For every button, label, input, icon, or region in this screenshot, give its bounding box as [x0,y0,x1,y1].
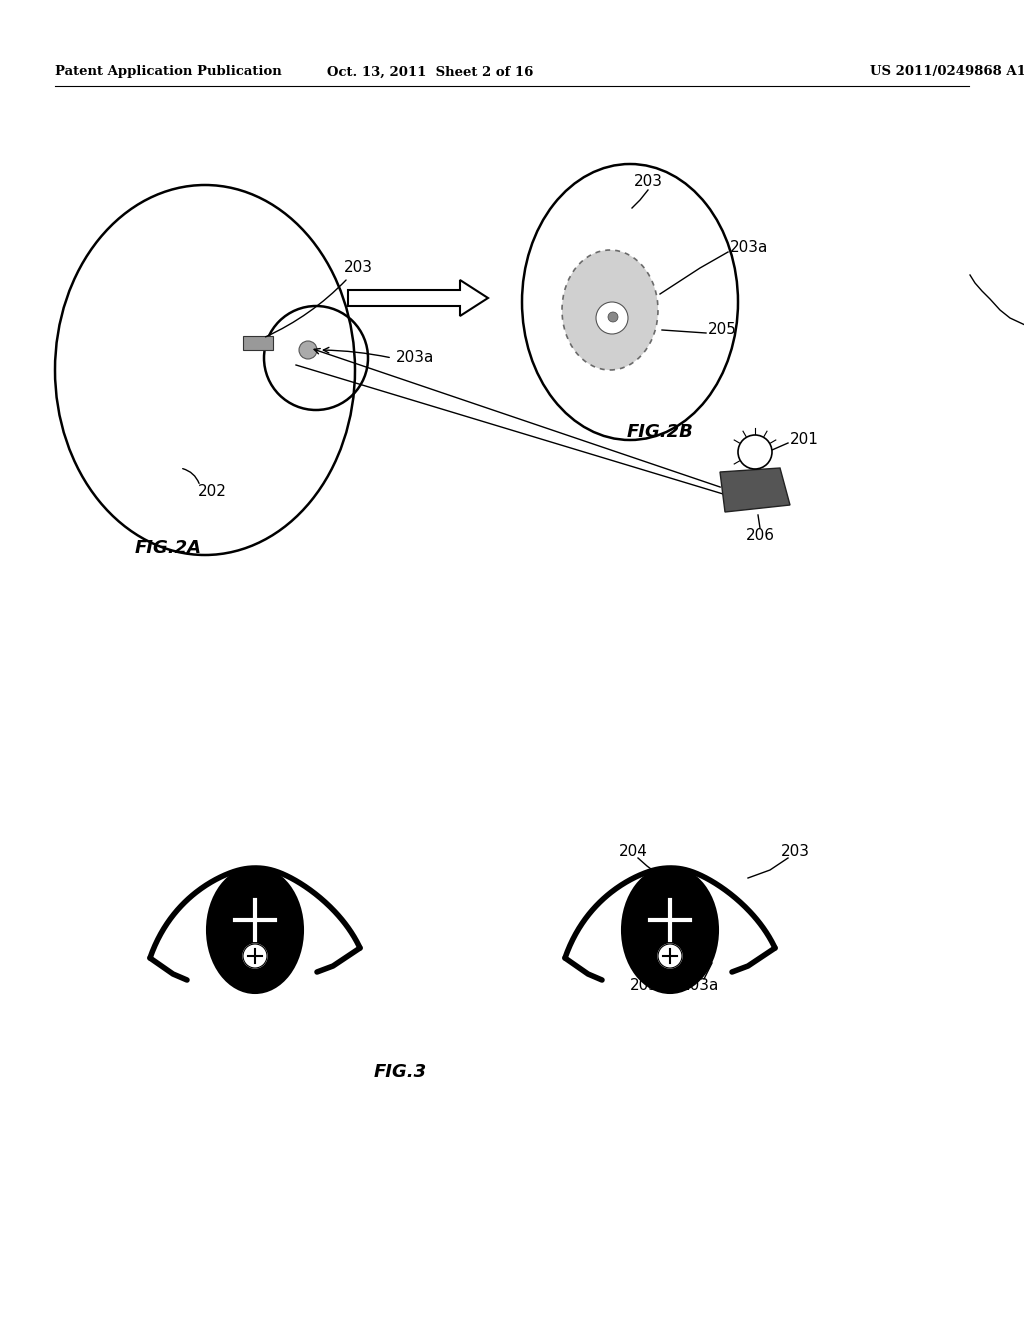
Text: 206: 206 [745,528,774,543]
Text: FIG.2B: FIG.2B [627,422,693,441]
Text: 205: 205 [708,322,737,338]
Circle shape [738,436,772,469]
Text: 205: 205 [630,978,658,993]
Text: 201: 201 [790,433,819,447]
Ellipse shape [562,249,658,370]
Circle shape [608,312,618,322]
Polygon shape [348,280,488,315]
Text: US 2011/0249868 A1: US 2011/0249868 A1 [870,66,1024,78]
Polygon shape [720,469,790,512]
Circle shape [596,302,628,334]
Text: Oct. 13, 2011  Sheet 2 of 16: Oct. 13, 2011 Sheet 2 of 16 [327,66,534,78]
Circle shape [658,944,682,968]
Text: 203a: 203a [730,240,768,256]
Text: 204: 204 [618,845,647,859]
Text: 203a: 203a [396,351,434,366]
Text: 202: 202 [198,484,227,499]
Text: 203a: 203a [681,978,719,993]
Text: FIG.3: FIG.3 [374,1063,427,1081]
Text: 203: 203 [634,174,663,190]
Text: 203: 203 [343,260,373,275]
Circle shape [299,341,317,359]
Circle shape [243,944,267,968]
Ellipse shape [622,867,718,993]
Text: 203: 203 [780,845,810,859]
Bar [243,337,273,350]
Text: Patent Application Publication: Patent Application Publication [55,66,282,78]
Text: FIG.2A: FIG.2A [134,539,202,557]
Ellipse shape [207,867,303,993]
